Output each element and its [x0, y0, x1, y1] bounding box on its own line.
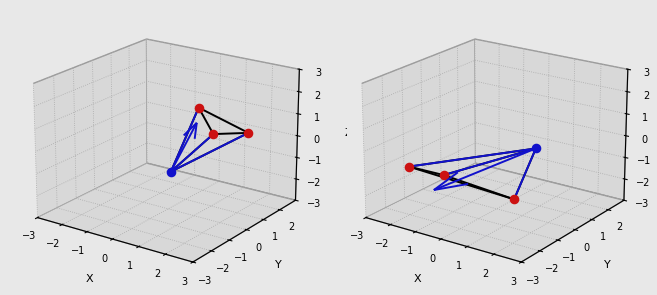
Y-axis label: Y: Y [604, 260, 610, 270]
X-axis label: X: X [414, 274, 422, 284]
Y-axis label: Y: Y [275, 260, 282, 270]
X-axis label: X: X [85, 274, 93, 284]
